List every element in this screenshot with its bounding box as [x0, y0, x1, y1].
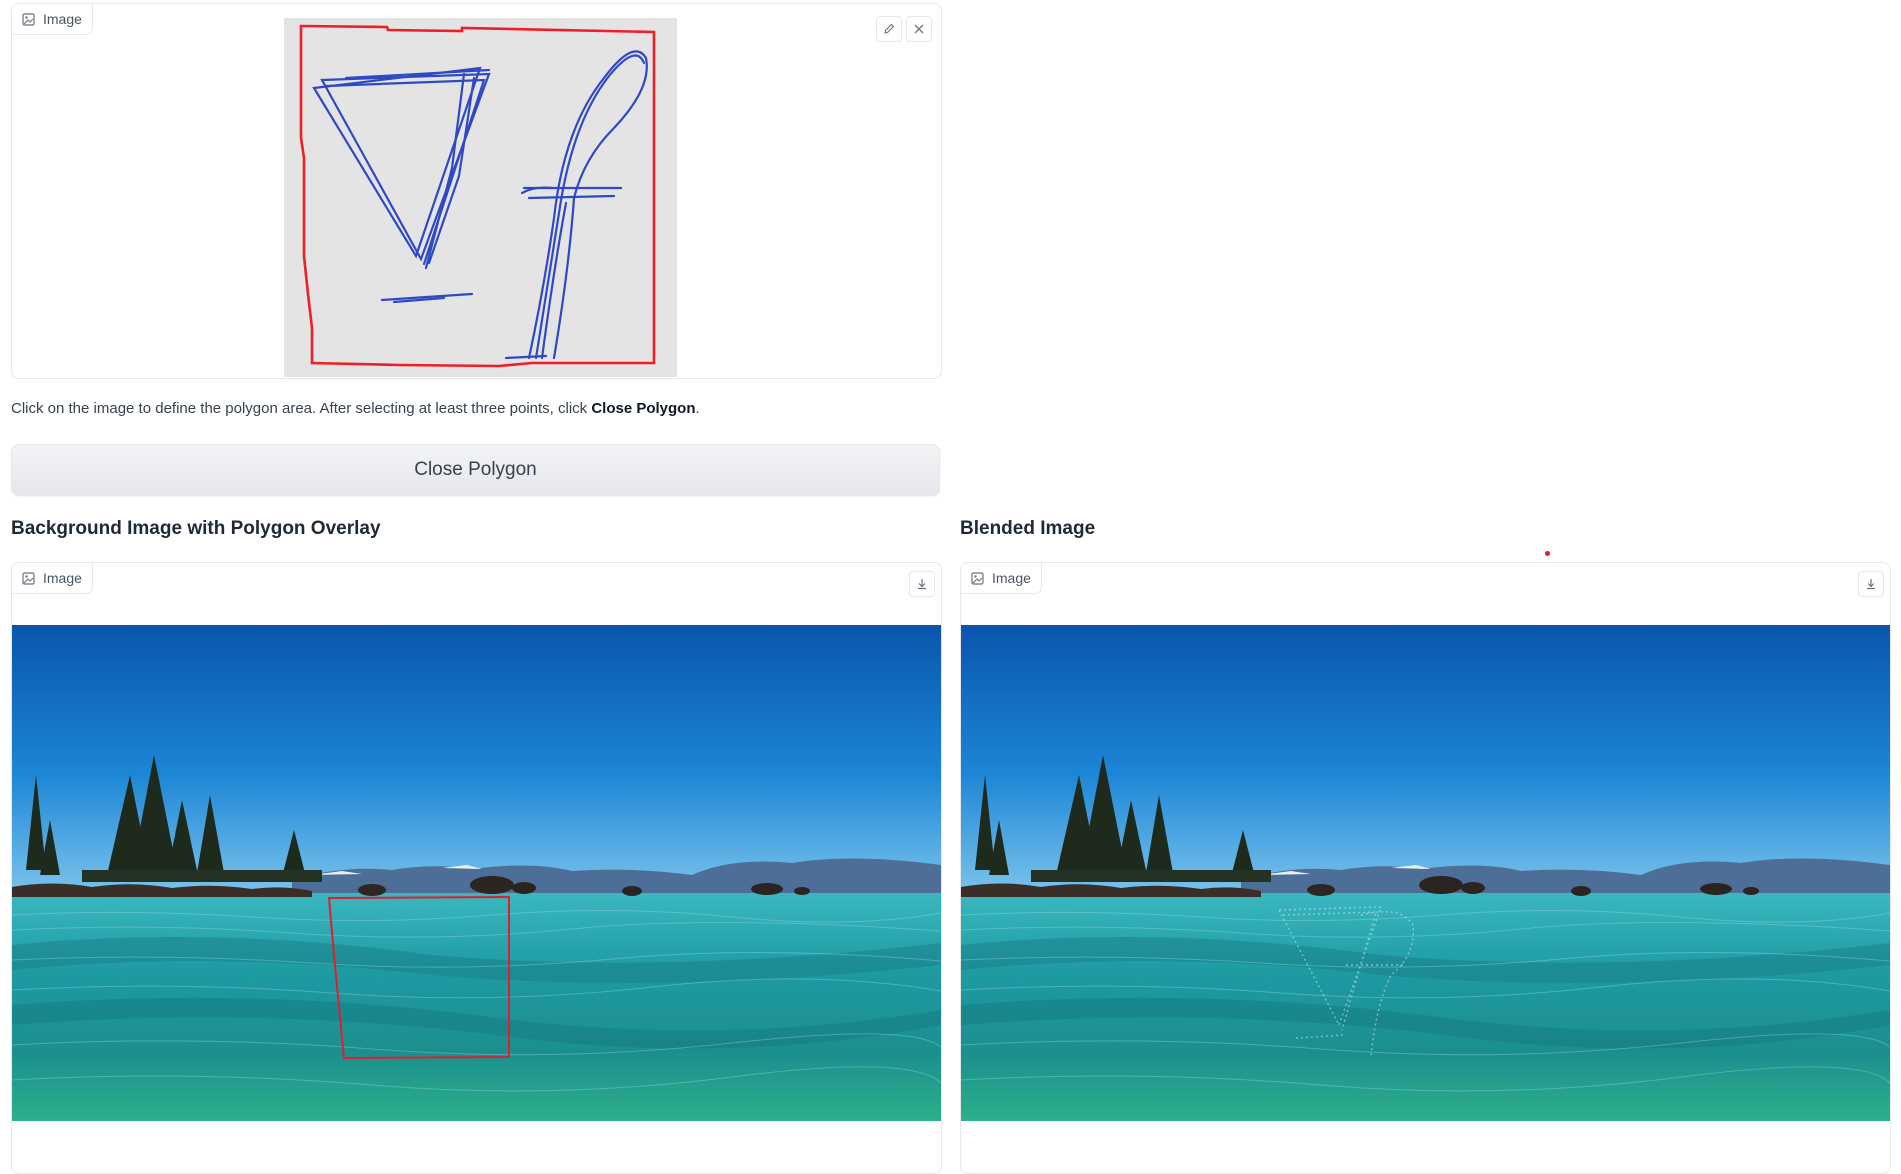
close-icon[interactable] — [906, 16, 932, 42]
pencil-icon[interactable] — [876, 16, 902, 42]
overlay-section-title: Background Image with Polygon Overlay — [11, 518, 381, 539]
close-polygon-button[interactable]: Close Polygon — [11, 444, 940, 496]
image-icon — [971, 571, 984, 585]
polygon-overlay — [327, 895, 510, 1060]
download-icon[interactable] — [1858, 571, 1884, 597]
image-label: Image — [12, 4, 93, 35]
instruction-suffix: . — [695, 400, 700, 417]
red-dot-marker — [1545, 551, 1550, 556]
download-icon[interactable] — [909, 571, 935, 597]
drawing-image[interactable] — [284, 18, 677, 377]
instruction-emphasis: Close Polygon — [591, 400, 696, 417]
image-label: Image — [12, 563, 93, 594]
image-label-text: Image — [43, 570, 82, 586]
image-label: Image — [961, 563, 1042, 594]
instruction-prefix: Click on the image to define the polygon… — [11, 400, 592, 417]
input-image-block[interactable]: Image — [11, 3, 942, 379]
image-icon — [22, 12, 35, 26]
blended-lake-image[interactable] — [961, 625, 1890, 1121]
blended-section-title: Blended Image — [960, 518, 1096, 539]
overlay-image-block[interactable]: Image — [11, 562, 942, 1174]
image-icon — [22, 571, 35, 585]
image-label-text: Image — [992, 570, 1031, 586]
image-label-text: Image — [43, 11, 82, 27]
lake-scene-image[interactable] — [12, 625, 941, 1121]
blended-image-block[interactable]: Image — [960, 562, 1891, 1174]
instruction-text: Click on the image to define the polygon… — [11, 400, 700, 417]
blended-drawing — [1277, 906, 1415, 1058]
